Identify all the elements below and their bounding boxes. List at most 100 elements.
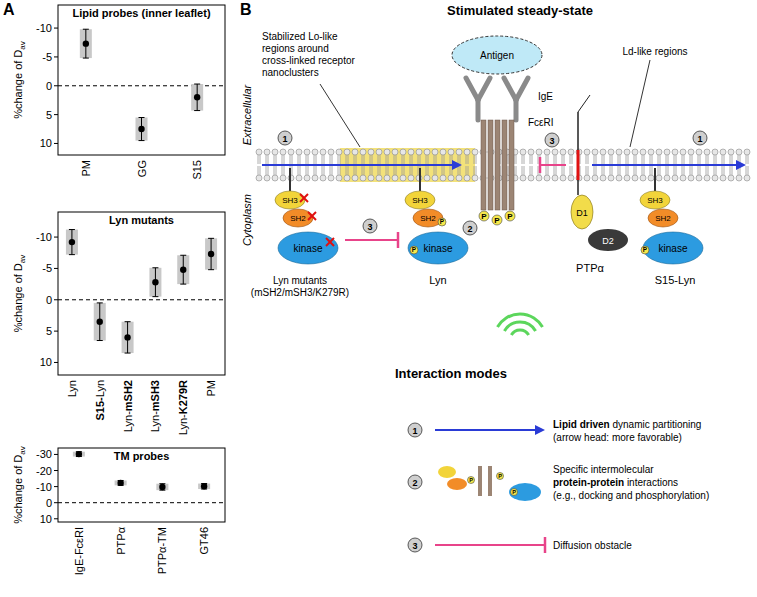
lipid-head (328, 175, 334, 181)
lipid-tail (610, 155, 611, 164)
error-box (66, 230, 78, 255)
lipid-tail (268, 155, 269, 164)
y-tick-label: -5 (42, 51, 52, 63)
error-cap (194, 110, 200, 111)
antigen (452, 36, 542, 74)
error-box (73, 452, 85, 457)
text-run: Lyn- (149, 411, 161, 432)
lipid-head (712, 175, 718, 181)
lipid-head (560, 175, 566, 181)
lipid-tail (626, 155, 627, 164)
lipid-head (632, 149, 638, 155)
panel-label: A (3, 1, 15, 18)
y-tick (54, 85, 58, 86)
text-run: %change of D (12, 455, 24, 524)
lipid-head (528, 149, 534, 155)
lipid-head (296, 175, 302, 181)
callout-text: regions around (262, 43, 329, 54)
lipid-anchor (419, 168, 421, 191)
lipid-head (304, 175, 310, 181)
lipid-tail (570, 155, 571, 164)
y-tick-label: -10 (36, 22, 52, 34)
phospho (492, 215, 502, 225)
lipid-tail (620, 155, 621, 164)
lipid-head (600, 149, 606, 155)
lipid-head (720, 149, 726, 155)
lipid-head (688, 175, 694, 181)
lipid-tail (426, 166, 427, 175)
kinase-domain (643, 232, 703, 264)
error-cap (83, 58, 89, 59)
marks (73, 451, 210, 490)
plot-frame (58, 5, 225, 155)
x-tick-label: PM (205, 380, 217, 397)
lipid-head (520, 175, 526, 181)
mode-number: 1 (282, 134, 287, 144)
lipid-anchor (289, 168, 291, 191)
phospho-label: P (512, 489, 516, 495)
error-cap (139, 117, 145, 118)
lipid-tail (628, 166, 629, 175)
lipid-head (656, 149, 662, 155)
lipid-head (384, 175, 390, 181)
mode-marker (463, 221, 477, 235)
lipid-tail (418, 155, 419, 164)
legend-text: protein-protein interactions (553, 477, 678, 488)
lipid-tail (642, 166, 643, 175)
data-point (83, 40, 89, 46)
d1-domain (571, 195, 593, 229)
lipid-tail (258, 166, 259, 175)
lipid-tail (378, 166, 379, 175)
error-box (177, 255, 189, 284)
lipid-tail (524, 166, 525, 175)
chart-2: -30-20-10010%change of DavTM probesIgE-F… (12, 446, 225, 575)
y-tick-label: -10 (36, 231, 52, 243)
lipid-tail (468, 166, 469, 175)
lipid-head (440, 175, 446, 181)
lipid-tail (460, 166, 461, 175)
lipid-tail (698, 155, 699, 164)
data-point (194, 94, 200, 100)
lipid-tail (274, 166, 275, 175)
mode-marker (363, 219, 377, 233)
lipid-tail (428, 155, 429, 164)
lipid-head (400, 175, 406, 181)
lipid-tail (404, 155, 405, 164)
lipid-head (696, 149, 702, 155)
lipid-tail (666, 155, 667, 164)
y-tick (54, 470, 58, 471)
phospho-label: P (481, 212, 487, 221)
lipid-tail (268, 166, 269, 175)
lipid-tail (394, 166, 395, 175)
lipid-tail (532, 155, 533, 164)
legend-text: Lipid driven dynamic partitioning (553, 419, 701, 430)
lipid-head (352, 149, 358, 155)
lipid-tail (554, 155, 555, 164)
text-run: mSH2 (122, 380, 134, 411)
lipid-tail (362, 166, 363, 175)
region-label: Extracellular (241, 83, 253, 145)
text-run: Specific intermolecular (553, 464, 654, 475)
y-tick-label: -30 (36, 448, 52, 460)
y-axis-label: %change of Dav (12, 255, 27, 333)
lipid-head (368, 149, 374, 155)
lipid-head (360, 175, 366, 181)
mode-marker (693, 131, 707, 145)
lipid-tail (548, 155, 549, 164)
ige (516, 78, 528, 100)
lipid-tail (580, 166, 581, 175)
lipid-tail (412, 166, 413, 175)
lipid-tail (396, 155, 397, 164)
lipid-head (472, 149, 478, 155)
lipid-head (336, 175, 342, 181)
error-cap (69, 229, 75, 230)
lipid-head (640, 149, 646, 155)
lipid-head (624, 175, 630, 181)
lipid-tail (620, 166, 621, 175)
obstacle-line (540, 164, 566, 166)
lipid-head (280, 175, 286, 181)
lipid-head (744, 149, 750, 155)
lipid-tail (708, 155, 709, 164)
lipid-head (456, 175, 462, 181)
plot-frame (58, 448, 225, 522)
